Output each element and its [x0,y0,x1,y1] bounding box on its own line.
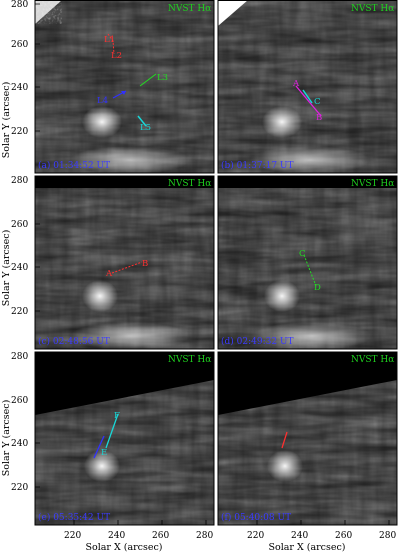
y-axis-label: Solar Y (arcsec) [1,82,12,159]
feature-line [111,261,143,274]
y-tick: 260 [11,220,28,230]
feature-line [295,85,322,117]
feature-label: B [142,259,148,269]
y-tick: 220 [11,127,28,137]
y-tick: 240 [11,83,28,93]
panel-c-annotations: A B [105,259,148,279]
x-tick: 260 [152,531,169,541]
y-tick-labels: 280 260 240 220 280 260 240 220 280 260 … [11,0,28,493]
y-tick: 280 [11,0,28,10]
feature-label: L1 [104,35,115,45]
y-tick: 280 [11,352,28,362]
feature-label: C [299,249,306,259]
panel-title: NVST Hα [351,4,394,14]
x-tick: 220 [64,531,81,541]
y-tick: 220 [11,483,28,493]
panel-d-annotations: C D [299,249,321,293]
panel-timestamp: (e) 05:35:42 UT [38,512,110,523]
panel-e-annotations: F E [93,411,120,459]
x-tick-labels: 220 240 260 280 220 240 260 280 [64,531,396,541]
x-tick: 240 [108,531,125,541]
panel-c [35,176,214,349]
x-axis-label: Solar X (arcsec) [268,542,345,552]
feature-label: A [105,269,113,279]
tick-marks [35,3,390,525]
y-tick: 260 [11,40,28,50]
feature-label: A [292,79,300,89]
feature-line [302,89,313,104]
panel-timestamp: (a) 01:34:52 UT [38,160,110,171]
y-tick: 280 [11,176,28,186]
feature-label: B [316,113,322,123]
feature-line [281,431,288,449]
feature-label: D [314,283,321,293]
x-tick: 220 [247,531,264,541]
panel-title: NVST Hα [168,179,211,189]
feature-label: C [314,97,321,107]
panel-d [218,176,397,349]
panel-timestamp: (f) 05:40:08 UT [221,512,291,523]
panel-title: NVST Hα [351,355,394,365]
panel-b [218,0,397,173]
panel-frames [34,0,398,526]
arrow-head [121,91,126,95]
panel-f-annotations [281,431,288,449]
y-tick: 260 [11,396,28,406]
feature-label: L2 [111,51,122,61]
feature-label: L4 [97,96,108,106]
feature-label: E [101,448,107,458]
x-axis-label: Solar X (arcsec) [85,542,162,552]
y-axis-label: Solar Y (arcsec) [1,400,12,477]
panel-title: NVST Hα [351,179,394,189]
panel-b-annotations: A B C [292,79,322,123]
y-tick: 240 [11,263,28,273]
feature-label: F [114,411,120,421]
panel-timestamp: (c) 02:48:56 UT [38,336,110,347]
feature-arrow [93,435,105,459]
x-tick: 280 [196,531,213,541]
panel-e [35,352,214,525]
panel-f [218,352,397,525]
panel-title: NVST Hα [168,4,211,14]
feature-line [139,73,157,87]
feature-line [137,115,147,127]
feature-label: L5 [140,123,151,133]
panel-a [35,0,214,173]
x-tick: 240 [291,531,308,541]
panel-a-annotations: L1 L2 L3 L4 L5 [97,33,168,133]
panel-timestamp: (d) 02:49:32 UT [221,336,294,347]
feature-line [105,413,119,449]
y-tick: 240 [11,439,28,449]
panel-timestamp: (b) 01:37:17 UT [221,160,294,171]
x-tick: 280 [379,531,396,541]
feature-label: L3 [157,73,168,83]
feature-line [107,33,115,55]
x-tick: 260 [335,531,352,541]
panel-title: NVST Hα [168,355,211,365]
y-axis-label: Solar Y (arcsec) [1,230,12,307]
y-tick: 220 [11,307,28,317]
